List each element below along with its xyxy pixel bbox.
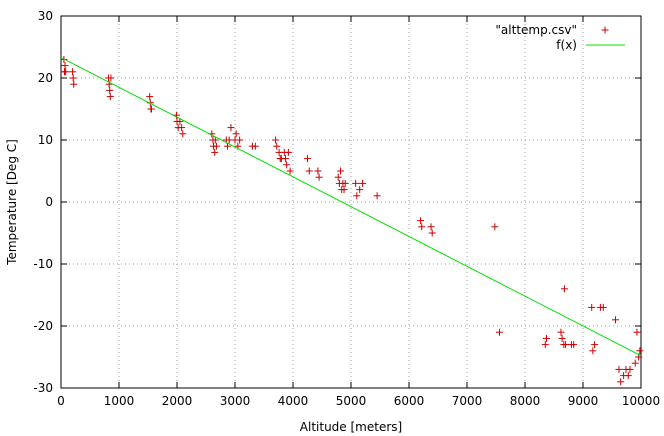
data-point bbox=[428, 229, 436, 237]
y-tick-label: 0 bbox=[45, 195, 53, 209]
data-point bbox=[615, 365, 623, 373]
data-point bbox=[557, 328, 565, 336]
data-point bbox=[626, 365, 634, 373]
data-point bbox=[636, 347, 644, 355]
data-point bbox=[286, 167, 294, 175]
data-point bbox=[272, 136, 280, 144]
fit-line bbox=[60, 57, 642, 357]
x-tick-label: 1000 bbox=[104, 394, 135, 408]
x-tick-label: 10000 bbox=[622, 394, 660, 408]
data-point bbox=[542, 334, 550, 342]
data-point bbox=[633, 328, 641, 336]
data-point bbox=[340, 186, 348, 194]
data-point bbox=[211, 136, 219, 144]
data-point bbox=[70, 80, 78, 88]
data-point bbox=[427, 223, 435, 231]
data-point bbox=[179, 130, 187, 138]
legend: "alttemp.csv"f(x) bbox=[495, 23, 625, 52]
data-point bbox=[418, 223, 426, 231]
data-point bbox=[417, 217, 425, 225]
data-point bbox=[69, 68, 77, 76]
y-tick-label: 10 bbox=[38, 133, 53, 147]
x-tick-label: 7000 bbox=[452, 394, 483, 408]
x-axis-label: Altitude [meters] bbox=[300, 420, 402, 434]
data-point bbox=[570, 341, 578, 349]
y-tick-label: -20 bbox=[33, 319, 53, 333]
x-tick-label: 0 bbox=[57, 394, 65, 408]
data-point bbox=[588, 303, 596, 311]
data-point bbox=[212, 142, 220, 150]
x-tick-label: 6000 bbox=[394, 394, 425, 408]
x-tick-label: 8000 bbox=[510, 394, 541, 408]
data-point bbox=[281, 155, 289, 163]
data-point bbox=[617, 378, 625, 386]
data-point bbox=[227, 124, 235, 132]
data-point bbox=[631, 359, 639, 367]
data-point bbox=[283, 161, 291, 169]
x-tick-label: 5000 bbox=[336, 394, 367, 408]
data-point bbox=[223, 142, 231, 150]
data-point bbox=[337, 167, 345, 175]
data-point bbox=[107, 74, 115, 82]
data-point bbox=[352, 179, 360, 187]
y-tick-label: 30 bbox=[38, 9, 53, 23]
data-point bbox=[359, 179, 367, 187]
x-tick-label: 3000 bbox=[220, 394, 251, 408]
data-point bbox=[560, 285, 568, 293]
data-point bbox=[356, 186, 364, 194]
data-point bbox=[211, 148, 219, 156]
data-point bbox=[624, 372, 632, 380]
data-point bbox=[314, 167, 322, 175]
legend-marker bbox=[601, 26, 609, 34]
data-series bbox=[60, 55, 644, 386]
data-point bbox=[69, 74, 77, 82]
data-point bbox=[341, 179, 349, 187]
data-point bbox=[589, 347, 597, 355]
data-point bbox=[251, 142, 259, 150]
data-point bbox=[558, 334, 566, 342]
data-point bbox=[491, 223, 499, 231]
grid bbox=[61, 16, 641, 388]
data-point bbox=[284, 148, 292, 156]
x-tick-label: 9000 bbox=[568, 394, 599, 408]
data-point bbox=[353, 192, 361, 200]
axis-ticks: 0 1000 2000 3000 4000 5000 6000 7000 8000 9000 100… bbox=[33, 9, 660, 408]
data-point bbox=[373, 192, 381, 200]
data-point bbox=[106, 86, 114, 94]
y-tick-label: 20 bbox=[38, 71, 53, 85]
data-point bbox=[591, 341, 599, 349]
data-point bbox=[232, 130, 240, 138]
data-point bbox=[541, 341, 549, 349]
data-point bbox=[495, 328, 503, 336]
legend-entry-label: f(x) bbox=[556, 38, 577, 52]
data-point bbox=[106, 93, 114, 101]
x-tick-label: 2000 bbox=[162, 394, 193, 408]
y-tick-label: -10 bbox=[33, 257, 53, 271]
data-point bbox=[611, 316, 619, 324]
data-point bbox=[599, 303, 607, 311]
data-point bbox=[62, 68, 70, 76]
data-point bbox=[236, 136, 244, 144]
data-point bbox=[273, 142, 281, 150]
data-point bbox=[178, 124, 186, 132]
y-tick-label: -30 bbox=[33, 381, 53, 395]
data-point bbox=[304, 155, 311, 163]
data-point bbox=[147, 105, 155, 113]
data-point bbox=[61, 62, 69, 70]
data-point bbox=[334, 173, 342, 181]
x-tick-label: 4000 bbox=[278, 394, 309, 408]
y-axis-label: Temperature [Deg C] bbox=[5, 139, 19, 266]
data-point bbox=[146, 93, 154, 101]
data-point bbox=[315, 173, 323, 181]
legend-entry-label: "alttemp.csv" bbox=[495, 23, 577, 37]
data-point bbox=[305, 167, 313, 175]
